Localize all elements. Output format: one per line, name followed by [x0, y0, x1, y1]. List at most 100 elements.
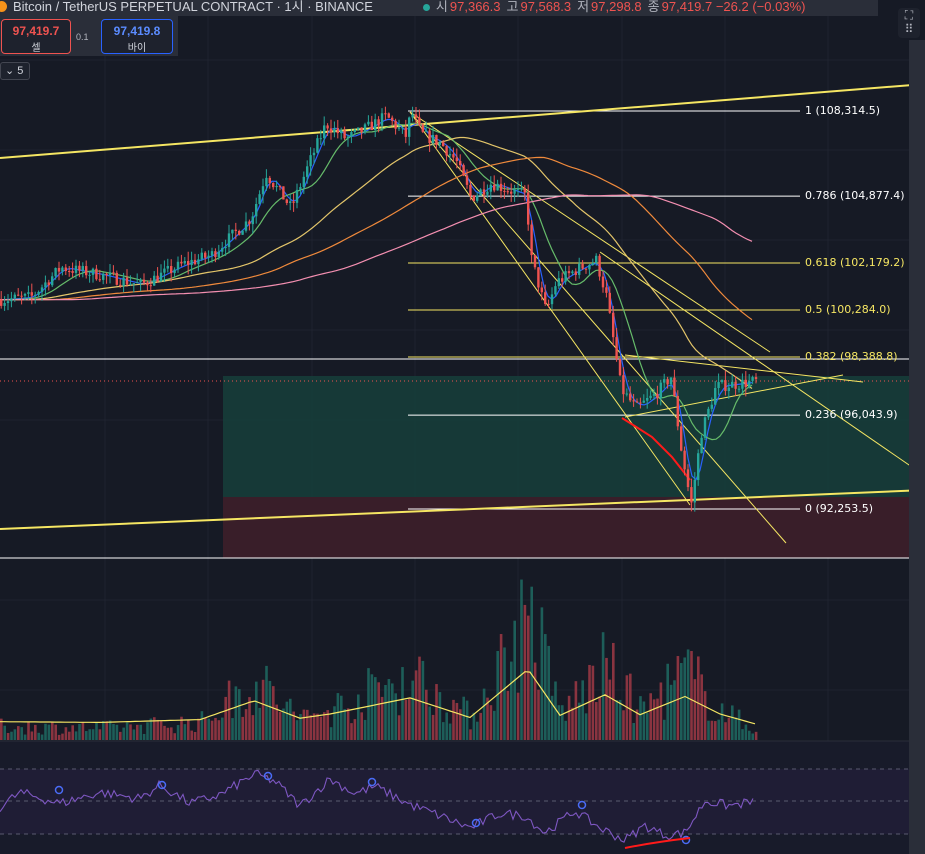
volume-bar [180, 716, 183, 740]
candle-body [571, 271, 574, 274]
candle-body [581, 263, 584, 269]
rsi-divergence-line [624, 837, 691, 849]
ohlc-open-label: 시 [435, 0, 448, 14]
candle-body [217, 251, 220, 258]
candle-body [666, 379, 669, 385]
volume-bar [476, 721, 479, 740]
volume-bar [659, 682, 663, 740]
candle-body [693, 479, 696, 503]
volume-bar [639, 696, 642, 740]
candle-body [741, 379, 744, 389]
candle-body [744, 379, 747, 388]
candle-body [642, 400, 645, 403]
fib-level-label: 0.236 (96,043.9) [805, 408, 898, 422]
volume-bar [404, 699, 408, 740]
volume-bar [411, 680, 414, 740]
candle-body [125, 277, 129, 285]
candle-body [615, 337, 618, 360]
indicators-toggle-button[interactable]: ⌄ 5 [0, 62, 30, 80]
volume-bar [173, 733, 176, 740]
fib-level-label: 0 (92,253.5) [805, 502, 874, 515]
stop-zone [223, 497, 925, 558]
candle-body [462, 165, 465, 176]
candle-body [503, 190, 506, 192]
fib-level-label: 0.618 (102,179.2) [805, 256, 905, 270]
symbol-title[interactable]: Bitcoin / TetherUS PERPETUAL CONTRACT · … [13, 0, 373, 14]
volume-bar [686, 649, 690, 740]
candle-body [146, 282, 149, 286]
candle-body [574, 271, 577, 275]
candle-body [414, 114, 418, 118]
spread-value: 0.1 [76, 32, 89, 42]
volume-bar [136, 724, 139, 740]
candle-body [309, 155, 312, 167]
volume-bar [149, 718, 153, 740]
candle-body [544, 292, 547, 304]
volume-bar [360, 712, 363, 740]
candle-body [159, 272, 163, 282]
volume-bar [622, 710, 625, 740]
candle-body [234, 229, 237, 231]
candle-body [187, 261, 190, 266]
candle-body [98, 279, 101, 281]
volume-bar [455, 702, 459, 740]
volume-bar [445, 712, 448, 740]
volume-bar [754, 731, 758, 740]
candle-body [282, 186, 285, 200]
volume-bar [190, 730, 193, 740]
volume-bar [632, 723, 635, 740]
candle-body [754, 377, 758, 380]
volume-bar [95, 722, 98, 740]
volume-bar [652, 699, 656, 740]
candle-body [105, 273, 108, 276]
volume-bar [731, 705, 734, 740]
volume-bar [153, 717, 156, 740]
candle-body [197, 259, 200, 265]
candle-body [499, 183, 503, 191]
candle-body [659, 382, 662, 399]
volume-bar [727, 717, 731, 740]
candle-body [207, 255, 210, 258]
candle-body [3, 302, 6, 306]
volume-bar [299, 714, 302, 740]
volume-bar [224, 696, 227, 740]
ohlc-open-value: 97,366.3 [449, 0, 501, 14]
rsi-pivot-marker [681, 835, 691, 845]
candle-body [465, 175, 469, 185]
volume-bar [751, 733, 754, 740]
volume-bar [666, 663, 669, 740]
volume-bar [435, 684, 438, 740]
volume-bar [724, 722, 727, 740]
fullscreen-icon[interactable]: ⛶ [904, 8, 914, 22]
candle-body [567, 271, 571, 274]
candle-body [0, 299, 3, 306]
more-dots-icon[interactable]: ⠿ [904, 22, 914, 36]
volume-bar [615, 700, 618, 740]
candle-body [523, 188, 526, 193]
volume-bar [17, 726, 20, 740]
sell-button[interactable]: 97,419.7 셀 [1, 19, 71, 54]
candle-body [170, 266, 173, 274]
volume-bar [510, 661, 513, 740]
candle-body [714, 388, 717, 405]
volume-bar [51, 722, 54, 740]
volume-bar [122, 727, 125, 740]
candle-body [374, 119, 377, 130]
candle-body [275, 185, 278, 188]
candle-body [578, 263, 581, 275]
volume-bar [23, 734, 27, 740]
candle-body [448, 154, 452, 156]
volume-bar [408, 698, 411, 740]
candle-body [156, 275, 159, 282]
rsi-pivot-marker [54, 785, 64, 795]
buy-button[interactable]: 97,419.8 바이 [101, 19, 173, 54]
volume-bar [533, 662, 537, 740]
volume-bar [353, 719, 357, 740]
volume-bar [217, 720, 221, 740]
volume-bar [530, 586, 533, 740]
volume-bar [397, 715, 401, 740]
candle-body [397, 127, 401, 129]
candle-body [6, 301, 10, 303]
volume-bar [340, 695, 343, 740]
